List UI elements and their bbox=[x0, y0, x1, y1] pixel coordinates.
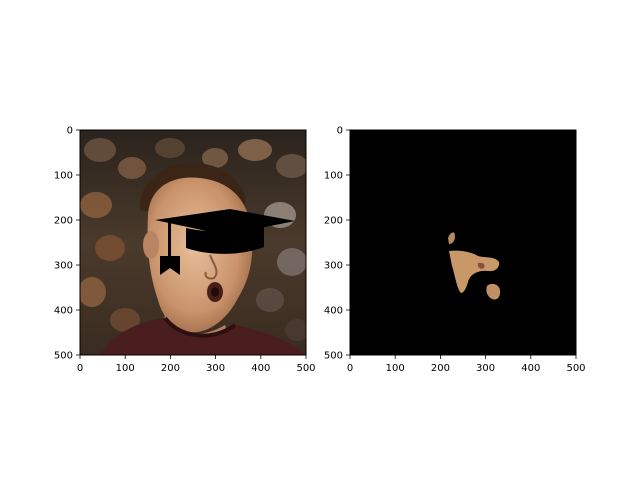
x-tick-label: 0 bbox=[347, 363, 353, 374]
y-tick-label: 100 bbox=[324, 171, 343, 182]
y-tick-label: 0 bbox=[337, 126, 343, 137]
x-tick-label: 200 bbox=[161, 363, 180, 374]
left-panel-image bbox=[80, 130, 306, 355]
x-tick-label: 500 bbox=[566, 363, 585, 374]
graduation-cap-icon bbox=[155, 209, 295, 275]
nose bbox=[204, 254, 218, 280]
y-tick-label: 500 bbox=[54, 351, 73, 362]
x-tick-label: 300 bbox=[206, 363, 225, 374]
x-tick-label: 400 bbox=[521, 363, 540, 374]
ear bbox=[143, 231, 159, 259]
x-tick-label: 100 bbox=[386, 363, 405, 374]
right-axes-frame bbox=[349, 129, 577, 356]
x-tick-label: 300 bbox=[476, 363, 495, 374]
right-axis-ticks: 0 100 200 300 400 500 0 100 200 300 400 500 bbox=[324, 126, 586, 375]
y-tick-label: 0 bbox=[67, 126, 73, 137]
y-tick-label: 500 bbox=[324, 351, 343, 362]
background-crowd bbox=[80, 138, 306, 341]
x-tick-label: 400 bbox=[251, 363, 270, 374]
y-tick-label: 200 bbox=[324, 216, 343, 227]
y-tick-label: 400 bbox=[54, 306, 73, 317]
right-panel-image bbox=[350, 130, 576, 355]
x-tick-label: 0 bbox=[77, 363, 83, 374]
skin-region-ear bbox=[448, 232, 455, 244]
left-axis-ticks: 0 100 200 300 400 500 0 100 200 300 400 500 bbox=[54, 126, 316, 375]
skin-region-neck bbox=[486, 283, 501, 300]
x-tick-label: 200 bbox=[431, 363, 450, 374]
skin-region-face bbox=[449, 250, 500, 293]
y-tick-label: 300 bbox=[54, 261, 73, 272]
y-tick-label: 300 bbox=[324, 261, 343, 272]
y-tick-label: 100 bbox=[54, 171, 73, 182]
left-axes-frame bbox=[79, 129, 307, 356]
y-tick-label: 200 bbox=[54, 216, 73, 227]
x-tick-label: 100 bbox=[116, 363, 135, 374]
x-tick-label: 500 bbox=[296, 363, 315, 374]
y-tick-label: 400 bbox=[324, 306, 343, 317]
